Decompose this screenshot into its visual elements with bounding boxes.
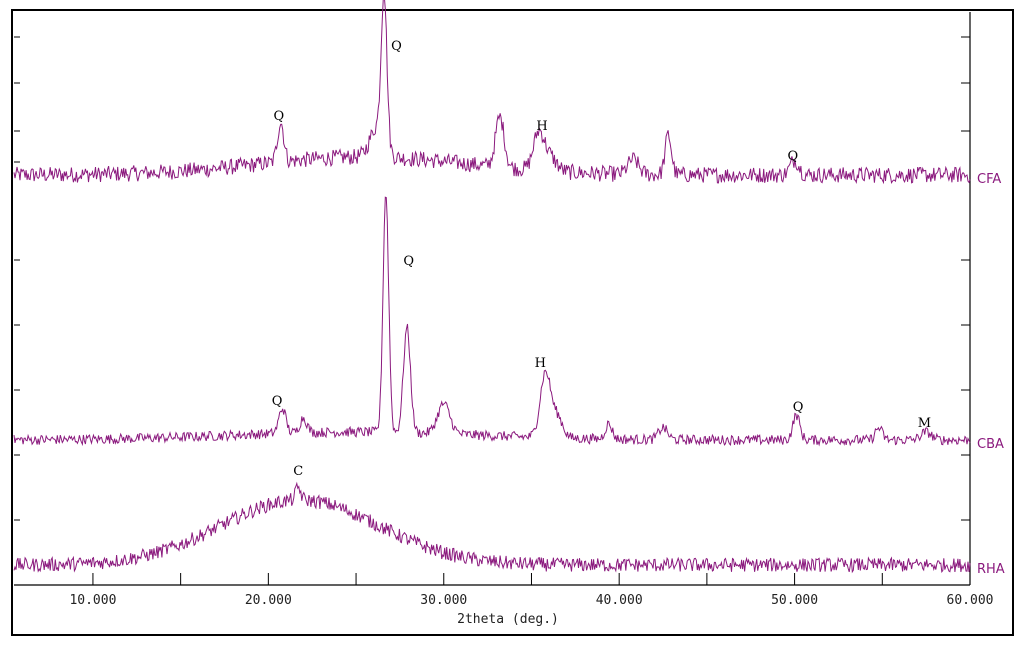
- series-label-cba: CBA: [977, 437, 1004, 452]
- peak-annotation: Q: [793, 400, 804, 415]
- right-axis-ticks: [961, 36, 970, 521]
- left-axis-ticks: [14, 36, 20, 521]
- x-tick-label: 60.000: [947, 593, 994, 608]
- peak-annotation: H: [536, 119, 547, 134]
- peak-annotation: M: [918, 416, 931, 431]
- x-tick-label: 20.000: [245, 593, 292, 608]
- peak-annotation: Q: [391, 39, 402, 54]
- peak-annotation: Q: [274, 109, 285, 124]
- peak-annotation: C: [293, 464, 303, 479]
- x-tick-labels: 10.000 20.000 30.000 40.000 50.000 60.000: [69, 593, 993, 608]
- series-line-rha: [13, 481, 971, 574]
- series-label-rha: RHA: [977, 562, 1005, 577]
- x-tick-label: 40.000: [596, 593, 643, 608]
- x-axis-title: 2theta (deg.): [457, 612, 559, 627]
- x-axis-ticks: [92, 573, 971, 585]
- series-labels: CFA CBA RHA: [977, 172, 1005, 577]
- series-line-cba: [13, 196, 971, 447]
- peak-annotation: Q: [403, 254, 414, 269]
- axes-group: [14, 12, 971, 586]
- series-line-cfa: [13, 0, 971, 185]
- peak-annotation: Q: [787, 149, 798, 164]
- x-tick-label: 30.000: [420, 593, 467, 608]
- series-lines: [13, 0, 971, 574]
- x-tick-label: 10.000: [69, 593, 116, 608]
- x-tick-label: 50.000: [771, 593, 818, 608]
- series-label-cfa: CFA: [977, 172, 1001, 187]
- peak-annotation: H: [535, 356, 546, 371]
- peak-annotations: Q Q H Q Q H Q Q M C: [272, 39, 931, 479]
- peak-annotation: Q: [272, 394, 283, 409]
- chart-frame: [11, 9, 1014, 636]
